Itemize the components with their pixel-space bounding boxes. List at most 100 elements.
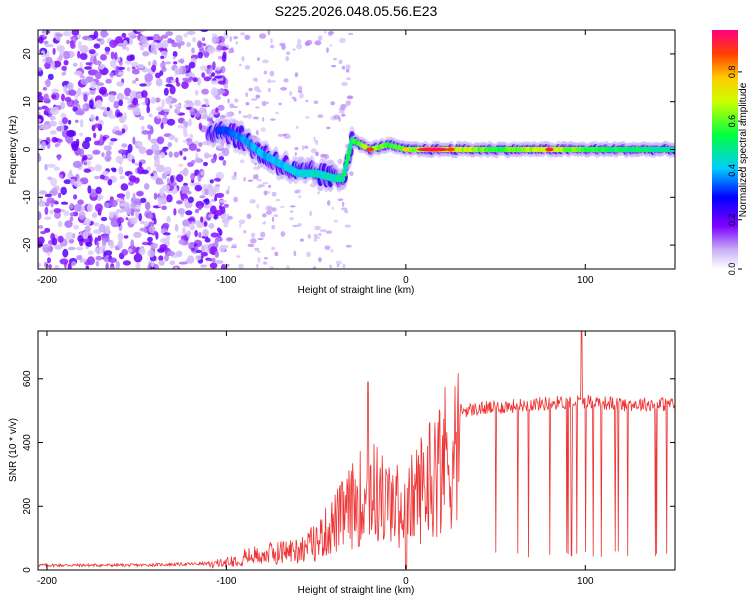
spectrogram-noise-blob xyxy=(109,199,118,208)
spectrogram-noise-blob xyxy=(117,240,123,249)
spectrogram-noise-blob xyxy=(253,174,256,180)
spectrogram-noise-blob xyxy=(144,96,149,105)
spectrogram-noise-blob xyxy=(94,71,102,80)
spectrogram-noise-blob xyxy=(49,115,57,121)
spectrogram-noise-blob xyxy=(344,209,349,214)
spectrogram-noise-blob xyxy=(118,149,127,155)
spectrogram-noise-blob xyxy=(161,66,167,72)
spectrogram-noise-blob xyxy=(318,257,322,263)
spectrogram-noise-blob xyxy=(262,222,265,225)
spectrogram-noise-blob xyxy=(174,137,179,143)
spectrogram-noise-blob xyxy=(96,99,103,107)
spectrogram-noise-blob xyxy=(201,37,206,42)
spectrogram-noise-blob xyxy=(79,52,88,61)
spectrogram-noise-blob xyxy=(126,47,130,52)
spectrogram-noise-blob xyxy=(247,179,254,182)
spectrogram-noise-blob xyxy=(120,183,129,191)
spectrogram-noise-blob xyxy=(84,66,92,70)
spectrogram-noise-blob xyxy=(68,169,73,177)
spectrogram-noise-blob xyxy=(38,118,42,123)
spectrogram-noise-blob xyxy=(268,184,272,188)
spectrogram-noise-blob xyxy=(338,59,343,64)
spectrogram-noise-blob xyxy=(125,217,129,221)
spectrogram-noise-blob xyxy=(222,147,230,157)
spectrogram-noise-blob xyxy=(53,166,60,171)
spectrogram-noise-blob xyxy=(250,238,257,244)
spectrogram-noise-blob xyxy=(141,90,148,98)
spectrogram-noise-blob xyxy=(271,225,276,230)
spectrogram-noise-blob xyxy=(190,159,196,165)
spectrogram-noise-blob xyxy=(176,200,183,205)
spectrogram-noise-blob xyxy=(98,64,105,70)
spectrogram-noise-blob xyxy=(289,91,293,96)
spectrogram-noise-blob xyxy=(60,186,67,196)
spectrogram-noise-blob xyxy=(133,253,143,263)
spectrogram-noise-blob xyxy=(60,201,69,205)
spectrogram-noise-blob xyxy=(73,224,80,230)
spectrogram-noise-blob xyxy=(46,197,55,204)
spectrogram-noise-blob xyxy=(102,170,109,176)
spectrogram-noise-blob xyxy=(63,85,68,93)
spectrogram-noise-blob xyxy=(109,72,115,77)
spectrogram-noise-blob xyxy=(95,260,100,267)
spectrogram-noise-blob xyxy=(293,98,297,102)
spectrogram-noise-blob xyxy=(339,110,345,114)
spectrogram-noise-blob xyxy=(50,177,58,187)
spectrogram-noise-blob xyxy=(88,99,94,109)
spectrogram-noise-blob xyxy=(73,180,83,188)
figure-title: S225.2026.048.05.56.E23 xyxy=(275,3,438,19)
spectrogram-noise-blob xyxy=(214,75,223,79)
spectrogram-noise-blob xyxy=(243,176,246,182)
spectrogram-noise-blob xyxy=(326,47,329,53)
spectrogram-noise-blob xyxy=(266,210,272,215)
spectrogram-noise-blob xyxy=(249,199,256,204)
spectrogram-noise-blob xyxy=(108,211,114,219)
spectrogram-noise-blob xyxy=(179,58,185,64)
spectrogram-noise-blob xyxy=(67,246,76,251)
spectrogram-noise-blob xyxy=(339,37,346,44)
spectrogram-noise-blob xyxy=(260,127,266,132)
spectrogram-noise-blob xyxy=(198,142,203,148)
spectrogram-noise-blob xyxy=(175,174,184,183)
spectrogram-noise-blob xyxy=(194,157,202,163)
spectrogram-noise-blob xyxy=(96,85,100,91)
spectrogram-noise-blob xyxy=(106,107,111,112)
spectrogram-noise-blob xyxy=(77,40,82,50)
spectrogram-noise-blob xyxy=(166,194,173,203)
spectrogram-noise-blob xyxy=(108,141,115,146)
spectrogram-noise-blob xyxy=(203,221,208,227)
spectrogram-noise-blob xyxy=(337,158,343,165)
spectrogram-noise-blob xyxy=(139,115,145,121)
spectrogram-noise-blob xyxy=(60,124,65,132)
spectrogram-noise-blob xyxy=(297,90,303,93)
spectrogram-noise-blob xyxy=(77,50,81,59)
spectrogram-noise-blob xyxy=(125,190,131,200)
spectrogram-noise-blob xyxy=(262,182,269,185)
spectrogram-noise-blob xyxy=(50,130,57,135)
spectrogram-noise-blob xyxy=(73,194,78,200)
spectrogram-noise-blob xyxy=(210,87,219,97)
spectrogram-peak xyxy=(416,147,449,152)
spectrogram-noise-blob xyxy=(50,106,60,116)
spectrogram-noise-blob xyxy=(86,37,93,42)
spectrogram-noise-blob xyxy=(51,94,57,99)
spectrogram-noise-blob xyxy=(269,80,276,83)
spectrogram-noise-blob xyxy=(234,98,239,103)
spectrogram-noise-blob xyxy=(198,122,203,130)
spectrogram-noise-blob xyxy=(203,204,210,209)
spectrogram-noise-blob xyxy=(101,239,107,247)
spectrogram-noise-blob xyxy=(227,185,230,192)
spectrogram-noise-blob xyxy=(171,42,179,48)
spectrogram-noise-blob xyxy=(195,208,199,214)
spectrogram-noise-blob xyxy=(305,99,309,103)
spectrogram-noise-blob xyxy=(238,219,246,225)
spectrogram-noise-blob xyxy=(178,261,188,265)
spectrogram-noise-blob xyxy=(174,266,178,269)
spectrogram-heatmap xyxy=(38,30,675,269)
spectrogram-noise-blob xyxy=(182,226,187,236)
spectrogram-noise-blob xyxy=(198,205,202,211)
spectrogram-noise-blob xyxy=(206,65,212,69)
spectrogram-noise-blob xyxy=(215,260,224,264)
spectrogram-noise-blob xyxy=(61,72,66,76)
spectrogram-noise-blob xyxy=(209,179,214,184)
